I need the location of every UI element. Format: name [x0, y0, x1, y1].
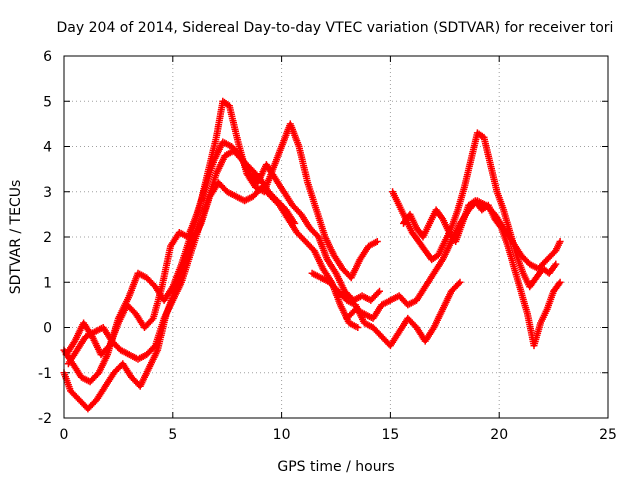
- x-tick-label: 15: [381, 427, 399, 443]
- y-tick-label: -1: [38, 366, 52, 382]
- series-7: [343, 197, 564, 322]
- y-tick-label: 2: [43, 230, 52, 246]
- y-tick-label: 4: [43, 140, 52, 156]
- series-layer: [60, 97, 564, 413]
- x-tick-label: 20: [490, 427, 508, 443]
- series-4: [64, 147, 299, 368]
- y-axis-title: SDTVAR / TECUs: [8, 180, 24, 295]
- series-trace: [63, 181, 359, 410]
- y-tick-label: 1: [43, 275, 52, 291]
- x-tick-label: 0: [60, 427, 69, 443]
- series-markers: [64, 147, 299, 368]
- y-tick-label: 6: [43, 49, 52, 65]
- series-markers: [62, 138, 383, 359]
- x-tick-label: 10: [273, 427, 291, 443]
- y-tick-label: 5: [43, 94, 52, 110]
- series-markers: [343, 197, 564, 322]
- x-tick-label: 5: [168, 427, 177, 443]
- y-tick-label: -2: [38, 411, 52, 427]
- x-tick-label: 25: [599, 427, 617, 443]
- grid: [64, 56, 608, 418]
- series-6: [400, 197, 564, 350]
- plot-frame: [63, 55, 609, 419]
- y-tick-label: 3: [43, 185, 52, 201]
- series-2: [62, 138, 383, 359]
- y-tick-label: 0: [43, 321, 52, 337]
- chart-title: Day 204 of 2014, Sidereal Day-to-day VTE…: [57, 20, 614, 36]
- series-8: [308, 269, 464, 350]
- x-axis-title: GPS time / hours: [277, 459, 394, 475]
- series-markers: [308, 269, 464, 350]
- axis-ticks: 0 5 10 15 20 25 -2 -1 0 1 2 3 4 5 6: [38, 49, 617, 443]
